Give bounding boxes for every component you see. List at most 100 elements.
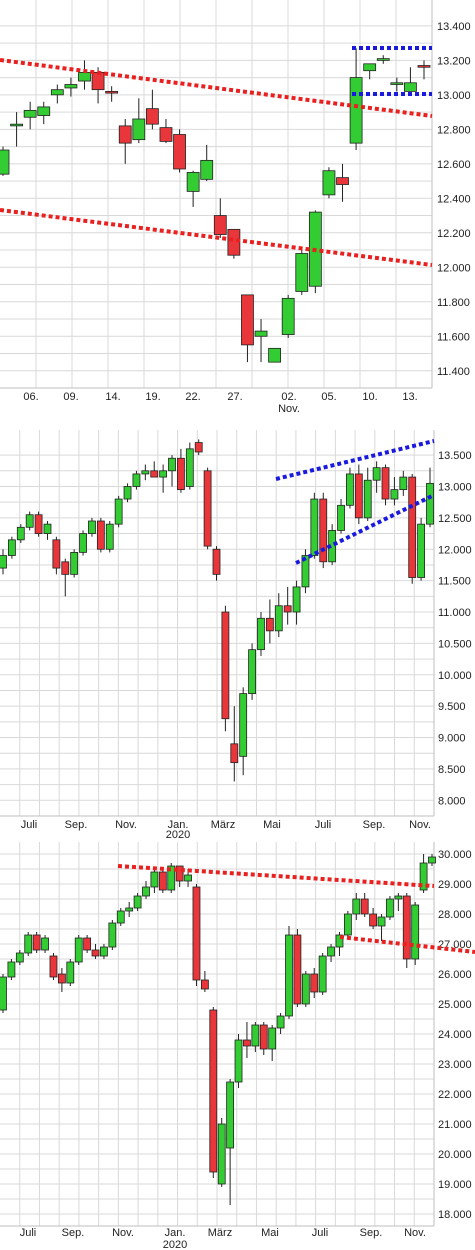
candle-body	[105, 90, 119, 94]
candle-body	[108, 922, 117, 948]
candle-body	[145, 108, 159, 125]
candle-body	[217, 1123, 226, 1185]
candle-up	[419, 854, 428, 893]
x-tick-label: 22.	[185, 391, 200, 403]
candlestick-chart-1: 11.400 11.600 11.800 12.000 12.200 12.400 12.6…	[0, 0, 471, 415]
candle-up	[274, 593, 283, 638]
candle-down	[319, 492, 328, 569]
candle-body	[132, 118, 146, 141]
candle-body	[116, 910, 125, 924]
candle-body	[285, 934, 293, 1017]
candle-down	[203, 467, 212, 550]
y-tick-label: 20.000	[438, 1149, 472, 1161]
y-axis-labels: 18.000 19.000 20.000 21.000 22.000 23.000 24.0…	[438, 849, 472, 1221]
candle-down	[227, 228, 241, 259]
candle-body	[105, 523, 114, 550]
candle-up	[363, 467, 372, 522]
candle-body	[268, 1027, 277, 1050]
candle-body	[426, 482, 434, 525]
candle-down	[243, 1022, 251, 1058]
candle-body	[168, 457, 176, 472]
y-tick-label: 13.000	[437, 90, 471, 102]
candle-down	[34, 511, 43, 537]
trend-lines	[0, 46, 433, 267]
y-tick-label: 11.600	[437, 331, 470, 343]
candle-body	[241, 294, 254, 346]
x-tick-label: Jan.	[165, 1227, 186, 1239]
candle-down	[283, 586, 292, 625]
candle-body	[200, 979, 209, 990]
candle-body	[23, 109, 37, 118]
candle-body	[88, 520, 96, 534]
candle-body	[239, 693, 248, 757]
candle-body	[390, 489, 399, 500]
candle-down	[259, 1022, 268, 1055]
y-tick-label: 9.000	[438, 733, 466, 745]
candle-down	[310, 968, 319, 998]
y-tick-label: 13.400	[437, 21, 471, 33]
candle-down	[175, 865, 184, 887]
x-tick-label: Mai	[261, 1227, 279, 1239]
candle-body	[10, 123, 23, 127]
y-tick-label: 13.500	[438, 450, 472, 462]
candle-body	[428, 856, 436, 864]
candle-body	[57, 973, 66, 984]
candle-down	[83, 935, 92, 953]
candle-up	[281, 294, 295, 338]
y-tick-label: 12.500	[438, 513, 472, 525]
candle-body	[192, 886, 201, 981]
y-tick-label: 11.800	[437, 297, 470, 309]
candle-down	[52, 536, 61, 575]
candle-body	[52, 539, 61, 569]
candle-body	[319, 498, 328, 563]
candle-up	[295, 250, 309, 295]
candle-up	[346, 467, 354, 509]
x-tick-label: 05.	[321, 391, 336, 403]
x-tick-label: März	[208, 1227, 232, 1239]
candle-up	[390, 77, 404, 92]
candle-up	[268, 347, 282, 363]
candle-down	[105, 86, 119, 102]
candle-body	[402, 895, 411, 960]
candle-down	[32, 932, 41, 953]
candle-down	[408, 473, 417, 584]
y-tick-label: 12.400	[437, 193, 471, 205]
candle-down	[173, 129, 186, 173]
candle-down	[265, 599, 274, 644]
candle-body	[417, 523, 426, 578]
candle-up	[168, 455, 176, 487]
candle-up	[159, 464, 168, 493]
candle-up	[394, 893, 403, 911]
candle-body	[377, 916, 386, 927]
candle-down	[221, 605, 230, 732]
candle-body	[133, 895, 142, 909]
candle-down	[57, 968, 66, 992]
x-tick-label: Sep.	[360, 1227, 383, 1239]
x-tick-label: 10.	[362, 391, 377, 403]
candle-down	[49, 953, 58, 980]
candle-body	[399, 476, 408, 491]
candle-body	[66, 961, 75, 984]
candle-up	[105, 521, 114, 553]
x-tick-label: Nov.	[112, 1227, 134, 1239]
candle-up	[417, 517, 426, 581]
candle-up	[114, 495, 123, 528]
candle-up	[150, 869, 159, 893]
y-tick-label: 26.000	[438, 969, 472, 981]
candle-up	[108, 920, 117, 950]
candle-down	[369, 908, 378, 929]
candle-body	[376, 58, 390, 61]
y-tick-label: 30.000	[438, 849, 472, 861]
x-tick-label: 13.	[402, 391, 417, 403]
x-tick-label: Juli	[20, 1227, 37, 1239]
candle-up	[186, 170, 200, 207]
candle-up	[404, 67, 417, 92]
candle-body	[310, 973, 319, 993]
candle-down	[192, 884, 201, 986]
candle-up	[132, 470, 141, 490]
y-tick-label: 18.000	[438, 1209, 472, 1221]
y-tick-label: 10.000	[438, 670, 472, 682]
candle-body	[175, 865, 184, 882]
candle-down	[91, 944, 100, 959]
grid	[0, 0, 433, 389]
